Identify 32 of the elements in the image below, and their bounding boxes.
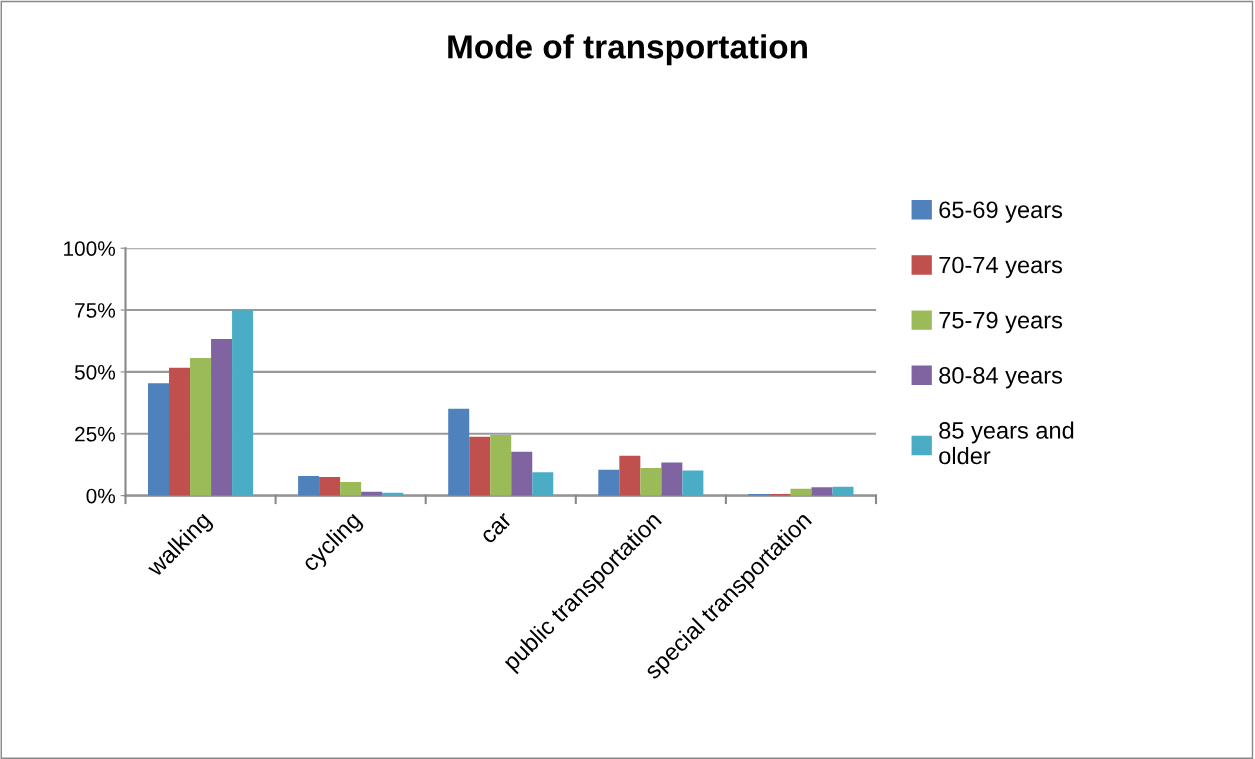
bar [298, 476, 320, 496]
bar [640, 467, 662, 496]
legend-label: 85 years and older [939, 421, 1074, 465]
bar [511, 451, 533, 496]
y-tick-label: 50% [74, 364, 116, 380]
bar [190, 358, 212, 496]
bar [469, 436, 491, 496]
bar [340, 482, 362, 496]
legend-label: 65-69 years [939, 201, 1063, 223]
legend-label: 70-74 years [939, 256, 1063, 279]
bar [811, 487, 833, 496]
y-tick-label: 0% [86, 488, 116, 504]
bar [619, 455, 641, 496]
bar [319, 477, 341, 496]
bar [148, 383, 170, 496]
y-tick-label: 25% [75, 426, 116, 442]
x-tick-label: car [481, 512, 513, 545]
bar [661, 462, 683, 496]
legend-label: 75-79 years [939, 311, 1063, 334]
bar [532, 472, 554, 496]
y-tick-label: 75% [75, 303, 116, 318]
y-tick-label: 100% [64, 241, 116, 256]
legend-label: 80-84 years [939, 367, 1063, 389]
bar [211, 339, 233, 496]
bar [832, 486, 854, 496]
bar [682, 470, 704, 496]
bar [490, 435, 512, 496]
bar [232, 310, 254, 496]
bar [598, 469, 620, 496]
chart-title: Mode of transportation [448, 34, 807, 66]
bar [169, 367, 191, 496]
bar [448, 408, 470, 496]
